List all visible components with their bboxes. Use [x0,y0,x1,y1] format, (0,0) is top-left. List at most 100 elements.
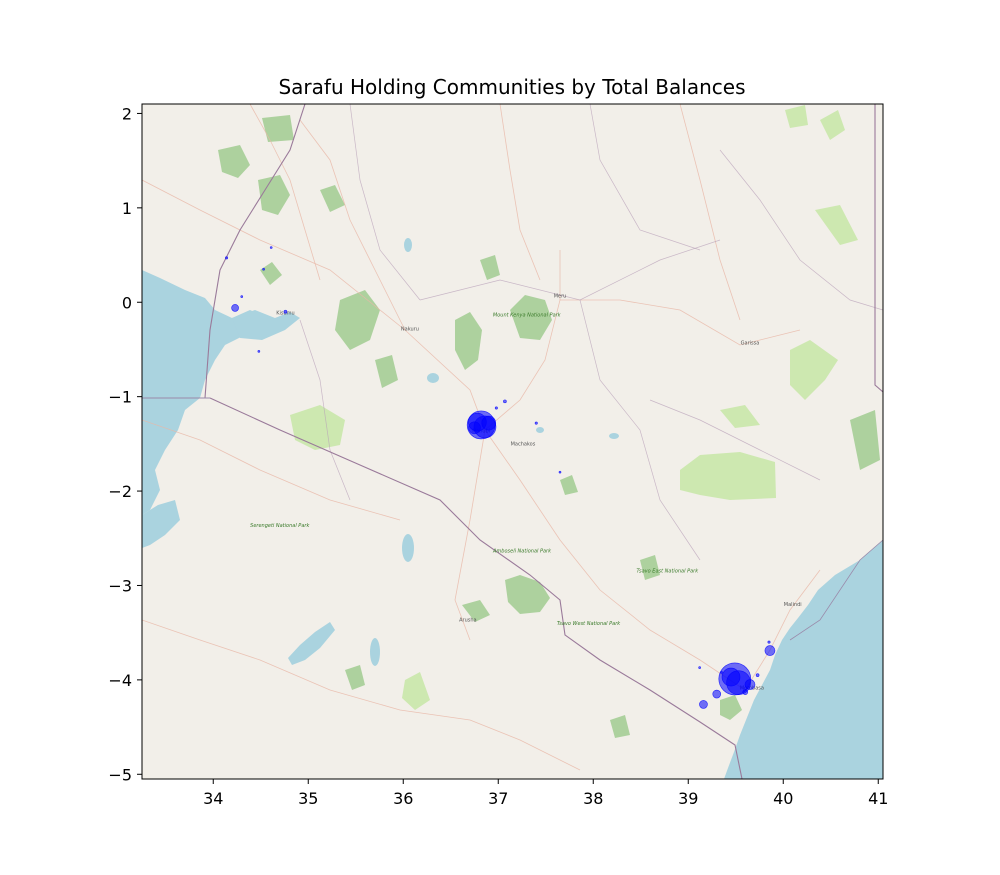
forest-mt-elgon [218,145,250,178]
data-point [269,246,273,249]
data-point [721,667,741,687]
park-meru-area [790,340,838,400]
map-label: Tsavo East National Park [637,568,700,574]
y-tick-label: 2 [122,104,132,123]
winam-gulf [232,310,300,340]
data-point [744,679,756,690]
data-point [494,406,498,410]
lake-natron [402,534,414,562]
x-tick-label: 34 [203,789,223,808]
x-tick-label: 41 [868,789,888,808]
forest-tarangire [402,672,430,710]
y-tick-label: 1 [122,199,132,218]
x-tick-label: 40 [773,789,793,808]
data-point [240,295,244,298]
data-point [720,671,723,674]
admin-boundaries [299,104,883,561]
park-arusha [462,600,490,622]
park-masai-mara [290,405,345,450]
forest-cherangani [258,175,290,215]
data-point [468,421,481,435]
y-tick-label: −1 [108,388,132,407]
park-north [785,105,808,128]
basemap: Serengeti National Park Tsavo East Nation… [142,104,883,779]
chart-title: Sarafu Holding Communities by Total Bala… [278,75,745,99]
lake-naivasha [427,373,439,383]
y-tick-label: −4 [108,671,132,690]
x-tick-label: 35 [298,789,318,808]
x-axis: 34 35 36 37 38 39 40 41 [203,779,888,808]
forest-aberdare [455,312,482,370]
map-label: Kisumu [276,311,294,317]
x-tick-label: 37 [488,789,508,808]
lake-eyasi [288,622,335,665]
axes-frame [141,103,884,780]
forest-narok [375,355,398,388]
data-point [283,309,288,314]
lake-victoria-south [142,500,180,548]
data-point [481,415,497,431]
data-point [534,421,538,425]
data-point [231,304,239,312]
x-tick-label: 38 [583,789,603,808]
map-label: Serengeti National Park [250,523,310,529]
park-lamu-area [820,110,845,140]
map-label: Tsavo West National Park [557,621,621,627]
data-point [558,470,562,474]
reservoir [536,427,544,433]
country-border-kenya-uganda [204,104,306,399]
y-tick-label: −2 [108,482,132,501]
forest-usambara [610,715,630,738]
forest-mt-kenya [510,295,552,340]
park-shimba [720,695,742,720]
x-tick-label: 36 [393,789,413,808]
forest-uganda [262,115,294,142]
data-point [503,399,507,404]
forest-kitui [560,475,578,495]
map-label: Malindi [784,602,802,608]
data-point [699,700,708,709]
forest-mau [335,290,380,350]
forest-kakamega [260,262,282,285]
forest-west [320,185,345,212]
data-point [262,267,265,271]
data-point [767,640,771,644]
y-tick-label: −5 [108,765,132,784]
park-ngorongoro [345,665,365,690]
lake-manyara [370,638,380,666]
park-kora [720,405,760,428]
y-tick-label: 0 [122,293,132,312]
reservoir [609,433,619,439]
data-point [257,350,261,353]
y-tick-label: −3 [108,576,132,595]
scatter-points [225,246,776,709]
data-point [755,673,760,677]
map-label: Mount Kenya National Park [493,312,562,318]
pemba-channel-inlet [742,760,790,779]
forest-taita [640,555,660,580]
park-amboseli [505,575,550,614]
data-point [225,256,229,260]
country-border-kenya-somalia [874,104,883,393]
data-point [698,666,701,669]
map-label: Nakuru [401,327,419,333]
data-point [742,689,749,695]
map-label: Garissa [741,341,760,347]
indian-ocean [724,540,883,779]
x-tick-label: 39 [678,789,698,808]
map-label: Meru [554,294,567,300]
y-axis: 2 1 0 −1 −2 −3 −4 −5 [108,104,142,784]
park-boni [815,205,858,245]
map-label: Machakos [511,442,536,448]
park-coast-forest [850,410,880,470]
forest-nyeri [480,255,500,280]
ocean-border [789,539,883,641]
data-point [712,689,722,699]
park-tsavo-east [680,452,776,500]
lake-baringo [404,238,412,252]
country-border-kenya-tanzania [209,397,743,779]
map-label: Amboseli National Park [492,548,552,554]
data-point [764,645,776,656]
map-label: Arusha [459,617,476,623]
